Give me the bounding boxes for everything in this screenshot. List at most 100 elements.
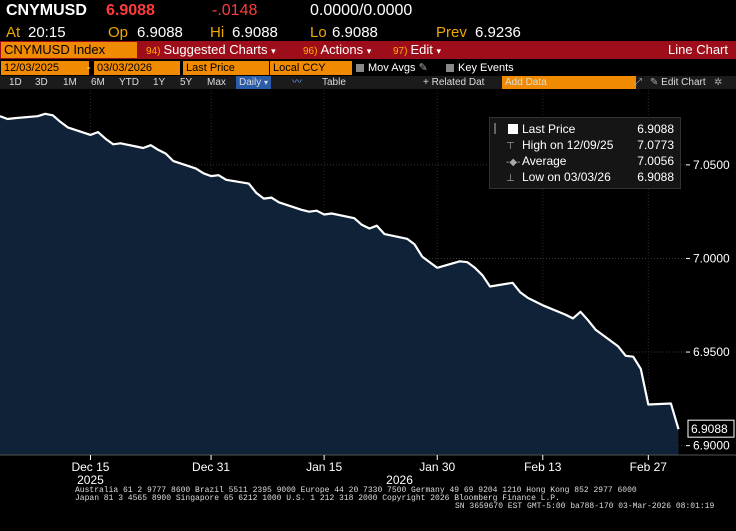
x-tick-label-4: Feb 13 [524, 460, 562, 474]
last-value-box [687, 419, 735, 438]
period-3d[interactable]: 3D [35, 77, 48, 88]
key-events-label: Key Events [458, 62, 514, 74]
price-chart[interactable]: 6.9000 6.9500 7.0000 7.0500 Dec 15 Dec 31 Jan… [0, 90, 736, 485]
legend-low-value: 6.9088 [637, 170, 674, 184]
start-date-field[interactable]: 12/03/2025 [1, 61, 89, 75]
end-date-field[interactable]: 03/03/2026 [94, 61, 180, 75]
pencil-icon: ✎ [418, 62, 428, 74]
price-area-fill [0, 113, 679, 456]
chevron-down-icon: ▾ [271, 46, 276, 56]
prev-value: 6.9236 [475, 24, 521, 41]
chevron-down-icon: ▾ [366, 46, 372, 56]
legend-last-row: Last Price 6.9088 [490, 121, 680, 137]
quote-time: 20:15 [28, 24, 66, 41]
high-value: 6.9088 [232, 24, 278, 41]
x-tick-label-1: Dec 31 [192, 460, 230, 474]
key-events-toggle[interactable]: Key Events [446, 61, 514, 75]
open-label: Op [108, 24, 129, 41]
legend-scroll-icon [494, 123, 496, 134]
y-tick-label-0: 6.9000 [693, 439, 730, 453]
suggested-charts-menu[interactable]: 94) Suggested Charts ▾ [146, 42, 276, 58]
quote-details: At 20:15 Op 6.9088 Hi 6.9088 Lo 6.9088 P… [0, 23, 736, 41]
last-price: 6.9088 [106, 2, 155, 19]
checkbox-icon [356, 64, 364, 73]
chevron-down-icon: ▾ [436, 46, 442, 56]
legend-avg-label: Average [522, 154, 567, 168]
actions-label: Actions [320, 42, 364, 57]
period-ytd[interactable]: YTD [119, 77, 139, 88]
legend-last-value: 6.9088 [637, 122, 674, 136]
footer-session-info: SN 3659670 EST GMT-5:00 ba788-170 03-Mar… [455, 502, 715, 511]
period-max[interactable]: Max [207, 77, 226, 88]
edit-label: Edit [410, 42, 433, 57]
y-tick-label-3: 7.0500 [693, 158, 730, 172]
legend-avg-value: 7.0056 [637, 154, 674, 168]
legend-last-label: Last Price [522, 122, 576, 136]
suggested-charts-label: Suggested Charts [163, 42, 268, 57]
y-axis: 6.9000 6.9500 7.0000 7.0500 [686, 158, 730, 453]
legend-avg-row: -◆- Average 7.0056 [490, 153, 680, 169]
line-chart-icon[interactable]: 〰 [292, 77, 302, 88]
security-field[interactable]: CNYMUSD Index [1, 42, 137, 58]
legend-high-row: ⊤ High on 12/09/25 7.0773 [490, 137, 680, 153]
related-data-button[interactable]: + Related Dat [423, 77, 485, 88]
legend-high-label: High on 12/09/25 [522, 138, 614, 152]
date-separator: - [87, 62, 91, 74]
settings-icon[interactable]: ✲ [714, 77, 723, 88]
low-marker-icon: ⊥ [506, 173, 515, 184]
high-marker-icon: ⊤ [506, 141, 515, 152]
open-value: 6.9088 [137, 24, 183, 41]
edit-menu[interactable]: 97) Edit ▾ [393, 42, 441, 58]
legend-low-label: Low on 03/03/26 [522, 170, 611, 184]
average-marker-icon: -◆- [506, 157, 521, 168]
x-year-label-1: 2026 [386, 473, 413, 485]
y-tick-label-2: 7.0000 [693, 251, 730, 265]
currency-select[interactable]: Local CCY [270, 61, 352, 75]
last-value-label: 6.9088 [691, 422, 728, 436]
low-value: 6.9088 [332, 24, 378, 41]
high-label: Hi [210, 24, 225, 41]
edit-chart-label: Edit Chart [661, 77, 706, 88]
frequency-select[interactable]: Daily ▾ [236, 76, 272, 89]
legend-high-value: 7.0773 [637, 138, 674, 152]
x-tick-label-5: Feb 27 [630, 460, 668, 474]
suggested-charts-number: 94) [146, 46, 161, 57]
mov-avgs-label: Mov Avgs [368, 62, 416, 74]
x-axis: Dec 15 Dec 31 Jan 15 Jan 30 Feb 13 Feb 27 2025… [71, 455, 667, 485]
chart-toolbar: CNYMUSD Index 94) Suggested Charts ▾ 96) A… [0, 41, 736, 59]
period-1y[interactable]: 1Y [153, 77, 166, 88]
period-1m[interactable]: 1M [63, 77, 77, 88]
price-change: -.0148 [212, 2, 258, 19]
add-data-field[interactable]: Add Data [502, 76, 636, 89]
period-1d[interactable]: 1D [9, 77, 22, 88]
ticker-symbol: CNYMUSD [6, 2, 87, 19]
period-5y[interactable]: 5Y [180, 77, 193, 88]
x-tick-label-2: Jan 15 [306, 460, 342, 474]
series-swatch-icon [508, 124, 518, 134]
chart-type-label[interactable]: Line Chart [668, 42, 728, 57]
chart-settings: 12/03/2025 - 03/03/2026 Last Price Local… [0, 61, 736, 75]
chart-legend[interactable]: Last Price 6.9088 ⊤ High on 12/09/25 7.0… [489, 117, 681, 189]
edit-chart-button[interactable]: ✎ Edit Chart [650, 76, 706, 89]
x-year-label-0: 2025 [77, 473, 104, 485]
actions-menu[interactable]: 96) Actions ▾ [303, 42, 371, 58]
period-bar: 1D 3D 1M 6M YTD 1Y 5Y Max Daily ▾ 〰 Tabl… [0, 76, 736, 89]
expand-icon[interactable]: ⤢ [634, 77, 642, 88]
period-6m[interactable]: 6M [91, 77, 105, 88]
y-tick-label-1: 6.9500 [693, 345, 730, 359]
x-tick-label-3: Jan 30 [419, 460, 455, 474]
actions-number: 96) [303, 46, 318, 57]
low-label: Lo [310, 24, 327, 41]
prev-label: Prev [436, 24, 467, 41]
frequency-label: Daily [239, 77, 262, 88]
at-label: At [6, 24, 21, 41]
mov-avgs-toggle[interactable]: Mov Avgs ✎ [356, 61, 428, 75]
price-field-select[interactable]: Last Price [183, 61, 269, 75]
footer-contacts-line2: Japan 81 3 4565 8900 Singapore 65 6212 1… [75, 494, 560, 503]
table-button[interactable]: Table [322, 77, 346, 88]
price-line [0, 112, 680, 430]
checkbox-icon [446, 64, 454, 73]
last-value-marker: 6.9088 [687, 419, 735, 438]
chevron-down-icon: ▾ [264, 78, 269, 87]
footer-contacts-line1: Australia 61 2 9777 8600 Brazil 5511 239… [75, 486, 637, 495]
